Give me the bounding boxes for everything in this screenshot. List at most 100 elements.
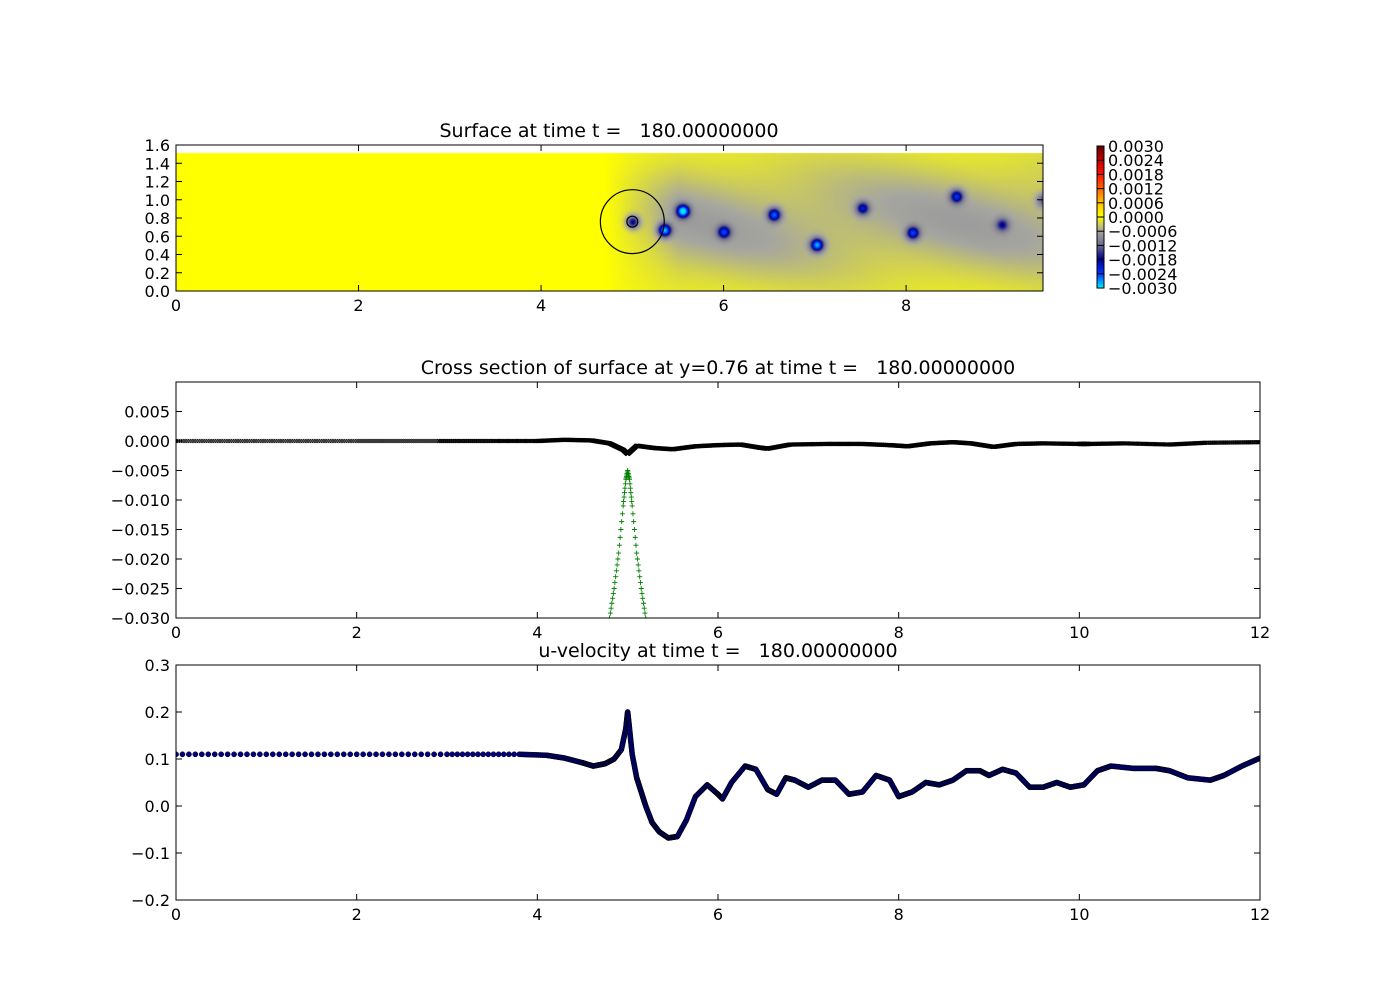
u-velocity-point: [211, 751, 218, 758]
bottom-point: [619, 519, 625, 525]
u-velocity-x-tick-label: 10: [1069, 905, 1089, 924]
colorbar: 0.00300.00240.00180.00120.00060.0000−0.0…: [1096, 137, 1177, 298]
colorbar-swatch: [1097, 176, 1104, 180]
colorbar-swatch: [1097, 269, 1104, 273]
cross-section-y-tick-label: 0.005: [124, 403, 170, 422]
colorbar-swatch: [1097, 209, 1104, 213]
colorbar-swatch: [1097, 157, 1104, 161]
u-velocity-point: [431, 751, 437, 758]
cross-section-x-tick-label: 8: [894, 623, 904, 642]
heatmap-canvas: [176, 145, 1043, 291]
colorbar-swatch: [1097, 198, 1104, 202]
colorbar-swatch: [1097, 188, 1104, 192]
u-velocity-point: [449, 751, 456, 758]
colorbar-swatch: [1097, 169, 1104, 173]
bottom-point: [605, 624, 610, 629]
colorbar-swatch: [1097, 250, 1104, 254]
cross-section-frame: [175, 381, 1261, 619]
colorbar-swatch: [1097, 254, 1104, 258]
u-velocity-point: [353, 751, 360, 758]
bottom-point: [615, 556, 621, 562]
bottom-point: [639, 590, 645, 596]
u-velocity-point: [500, 751, 507, 758]
cross-section-y-tick-label: −0.020: [111, 550, 170, 569]
u-velocity-point: [218, 751, 225, 758]
bottom-point: [606, 621, 611, 626]
u-velocity-frame: [175, 664, 1261, 901]
heatmap-y-tick-label: 1.4: [145, 154, 170, 173]
surface-point: [423, 438, 429, 444]
bottom-point: [608, 605, 614, 611]
bottom-point: [633, 542, 639, 548]
cross-section-y-tick-label: −0.005: [111, 462, 170, 481]
bottom-point: [609, 600, 615, 606]
u-velocity-point: [444, 751, 450, 758]
colorbar-swatch: [1097, 280, 1104, 284]
colorbar-swatch: [1097, 261, 1104, 265]
colorbar-swatch: [1097, 226, 1104, 230]
u-velocity-point: [398, 751, 405, 758]
surface-point: [378, 438, 384, 444]
surface-point: [427, 438, 433, 444]
colorbar-swatch: [1097, 228, 1104, 232]
surface-point: [397, 438, 402, 444]
surface-point: [354, 438, 359, 444]
surface-point: [360, 438, 366, 444]
colorbar-swatch: [1097, 235, 1104, 239]
cross-section-x-tick-label: 12: [1250, 623, 1270, 642]
u-velocity-point: [250, 751, 257, 758]
surface-point: [415, 438, 420, 444]
colorbar-swatch: [1097, 219, 1104, 223]
colorbar-tick-label: 0.0024: [1108, 151, 1164, 170]
heatmap-y-tick-label: 0.2: [145, 264, 170, 283]
u-velocity-point: [315, 751, 321, 758]
bottom-point: [617, 534, 623, 540]
heatmap-image: [176, 145, 1043, 291]
u-velocity-point: [379, 751, 386, 758]
u-velocity-point: [437, 751, 444, 758]
u-velocity-point: [360, 751, 366, 758]
u-velocity-x-tick-label: 2: [352, 905, 362, 924]
cross-section-panel: Cross section of surface at y=0.76 at ti…: [111, 357, 1270, 642]
bottom-point: [627, 485, 633, 491]
surface-point: [393, 438, 398, 444]
colorbar-swatch: [1097, 217, 1104, 220]
surface-point: [433, 438, 439, 444]
bottom-point: [620, 503, 626, 509]
bottom-point: [642, 610, 648, 616]
u-velocity-y-tick-label: 0.3: [145, 656, 170, 675]
colorbar-tick-label: −0.0006: [1108, 222, 1177, 241]
u-velocity-y-tick-label: 0.0: [145, 797, 170, 816]
u-velocity-point: [176, 751, 179, 758]
heatmap-y-tick-label: 0.4: [145, 246, 170, 265]
heatmap-x-tick-label: 4: [536, 296, 546, 315]
bottom-point: [622, 481, 628, 487]
u-velocity-point: [276, 751, 283, 758]
bottom-point: [641, 605, 647, 611]
surface-point: [429, 438, 435, 444]
colorbar-swatch: [1097, 146, 1104, 149]
colorbar-tick-label: −0.0024: [1108, 265, 1177, 284]
colorbar-tick-label: 0.0018: [1108, 165, 1164, 184]
bottom-point: [621, 494, 627, 500]
bottom-point: [612, 580, 618, 586]
colorbar-swatch: [1097, 162, 1104, 166]
cross-section-x-tick-label: 4: [532, 623, 542, 642]
colorbar-swatch: [1097, 205, 1104, 209]
bottom-point: [644, 621, 649, 626]
u-velocity-y-axis: −0.2 −0.1 0.0 0.1 0.2 0.3: [131, 656, 1260, 910]
u-velocity-x-tick-label: 8: [894, 905, 904, 924]
heatmap-y-tick-label: 1.6: [145, 136, 170, 155]
bottom-point: [611, 586, 617, 591]
cross-section-plot-area: [176, 437, 1260, 629]
colorbar-tick-label: −0.0018: [1108, 251, 1177, 270]
colorbar-swatch: [1097, 172, 1104, 175]
bottom-point: [637, 580, 643, 586]
u-velocity-x-axis: 0 2 4 6 8 10 12: [171, 665, 1270, 924]
colorbar-swatch: [1097, 231, 1104, 235]
heatmap-x-tick-label: 2: [353, 296, 363, 315]
bottom-point: [619, 511, 625, 517]
colorbar-swatch: [1097, 148, 1104, 152]
bottom-point: [622, 490, 628, 496]
